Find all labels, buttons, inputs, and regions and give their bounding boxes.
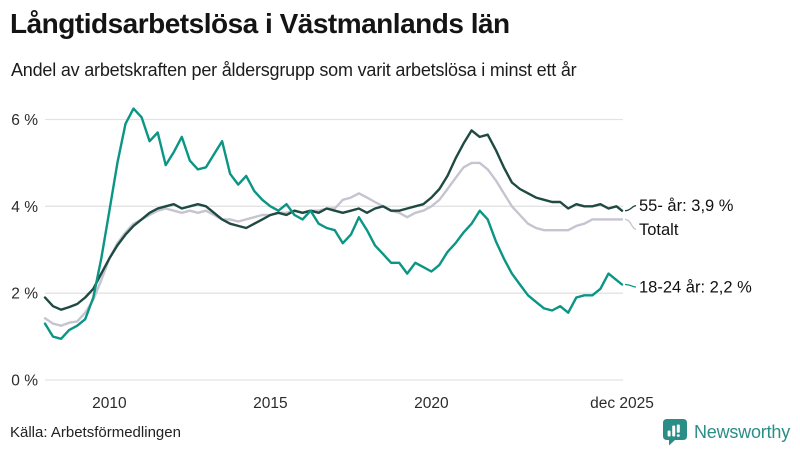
annotation-leader-age-18-24: [624, 283, 637, 288]
series-lines: [43, 107, 624, 340]
annotation-label-age-18-24: 18-24 år: 2,2 %: [639, 279, 752, 297]
annotation-label-age-55-plus: 55- år: 3,9 %: [639, 197, 734, 215]
page-subtitle: Andel av arbetskraften per åldersgrupp s…: [11, 60, 577, 80]
annotation-label-age-total: Totalt: [639, 221, 679, 239]
y-tick-label: 6 %: [11, 112, 38, 129]
x-tick-label-2015: 2015: [253, 395, 287, 412]
page-title: Långtidsarbetslösa i Västmanlands län: [10, 8, 510, 39]
x-axis-labels: 2010 2015 2020 dec 2025: [92, 395, 654, 412]
y-tick-label: 4 %: [11, 199, 38, 216]
source-note: Källa: Arbetsförmedlingen: [10, 423, 181, 441]
brand: Newsworthy: [662, 418, 790, 446]
y-axis-labels: 0 % 2 % 4 % 6 %: [11, 112, 38, 390]
x-tick-label-dec-2025: dec 2025: [590, 395, 654, 412]
series-line-age-55-plus: [43, 129, 624, 311]
newsworthy-logo-icon: [662, 418, 687, 445]
annotation-leader-age-total: [624, 218, 637, 231]
brand-name: Newsworthy: [693, 421, 790, 442]
x-tick-label-2010: 2010: [92, 395, 127, 412]
series-annotations: Totalt 55- år: 3,9 % 18-24 år: 2,2 %: [624, 197, 752, 297]
y-tick-label: 2 %: [11, 286, 38, 303]
series-line-age-18-24: [43, 107, 624, 340]
x-tick-label-2020: 2020: [414, 395, 449, 412]
footer: Källa: Arbetsförmedlingen Newsworthy: [10, 417, 790, 447]
y-tick-label: 0 %: [11, 373, 38, 390]
annotation-leader-age-55-plus: [624, 205, 637, 212]
gridlines: [45, 118, 623, 381]
